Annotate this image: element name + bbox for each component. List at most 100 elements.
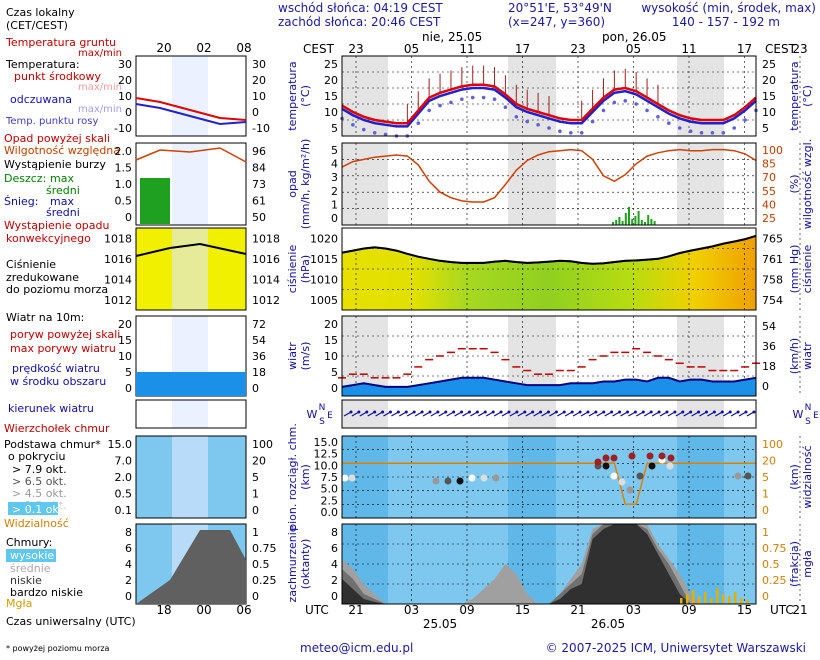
left-panel-border <box>135 435 247 519</box>
left-tick: 6 <box>125 542 132 555</box>
low-label: niskie <box>10 574 42 587</box>
temp-axis-label: (°C) <box>801 85 814 107</box>
high-label: wysokie <box>10 549 54 562</box>
dew-point <box>656 115 660 119</box>
max-min-2: max/min <box>78 104 122 115</box>
prec-tick-label: 1 <box>331 199 338 212</box>
left-hum-line <box>135 147 247 163</box>
cloud-tick-label: 0.0 <box>321 506 339 519</box>
wind-arrow-head <box>697 410 701 414</box>
dew-point <box>732 126 737 130</box>
wind-arrow-head <box>389 410 392 414</box>
okt-5: > 0.1 okt. <box>12 503 67 516</box>
utc-date-1: 25.05 <box>423 617 457 631</box>
dew-point <box>601 108 606 113</box>
gust-above-label: poryw powyżej skali <box>10 328 120 341</box>
wind-arrow-head <box>373 410 377 414</box>
rain-bar <box>615 220 618 225</box>
left-night <box>172 400 208 428</box>
dew-point <box>710 131 715 135</box>
precip-above-label: Opad powyżej skali <box>4 132 110 145</box>
wind-arrow-head <box>468 410 471 414</box>
wind-tick-label: 10 <box>324 350 338 363</box>
left-tick-r: 0 <box>252 590 259 603</box>
press-tick-label: 761 <box>762 253 783 266</box>
snow-mean-label: średni <box>46 206 80 219</box>
coords-text: 20°51'E, 53°49'N <box>508 1 612 15</box>
footnote: * powyżej poziomu morza <box>6 644 110 653</box>
left-tick: 1018 <box>104 232 132 245</box>
dew-point <box>449 100 453 105</box>
left-press-line <box>135 242 247 257</box>
left-tick: 2.0 <box>115 145 133 158</box>
prec-tick-label: 3 <box>331 171 338 184</box>
okt-2: > 6.5 okt. <box>12 475 67 488</box>
left-tick: 1016 <box>104 253 132 266</box>
wind-arrow-head <box>365 410 369 414</box>
left-hour: 20 <box>156 41 171 55</box>
dew-point <box>634 102 638 106</box>
prec-tick-label: 2 <box>331 185 338 198</box>
utc-date-2: 26.05 <box>591 617 625 631</box>
low-cloud-area <box>342 524 756 604</box>
cloud-axis-label: (km) <box>788 464 801 490</box>
cloud-base-dot <box>734 472 742 480</box>
clouds-label: Chmury: <box>6 536 52 549</box>
left-temp-line <box>135 97 247 121</box>
okt-1: > 7.9 okt. <box>12 463 67 476</box>
wind-arrow-head <box>483 410 487 414</box>
temp-tick-label: 15 <box>762 90 776 103</box>
cover-tick-label: 2 <box>331 574 338 587</box>
humidity-line <box>341 148 757 203</box>
conv-label2: konwekcyjnego <box>6 232 91 245</box>
wind-arrow-head <box>539 410 543 414</box>
left-tick-r: 0.5 <box>252 558 270 571</box>
left-hour: 02 <box>196 41 211 55</box>
left-tick: 15.0 <box>108 438 133 451</box>
dew-point <box>547 126 551 130</box>
cover-tick-label: 1 <box>762 526 769 539</box>
left-tick: 8 <box>125 526 132 539</box>
left-tick: 1014 <box>104 273 132 286</box>
left-hour: 08 <box>236 41 251 55</box>
wind-arrow-head <box>610 410 614 414</box>
cloud-top-dot <box>594 458 602 466</box>
cloud-base-dot <box>626 486 634 494</box>
felt-label: odczuwana <box>10 93 72 106</box>
dew-point <box>721 131 726 135</box>
dew-point <box>688 129 693 133</box>
cover-tick-label: 0 <box>331 590 338 603</box>
wind-arrow-head <box>349 410 353 414</box>
wind-tick-label: 20 <box>324 318 338 331</box>
temp-tick-label: 5 <box>762 122 769 135</box>
press-tick-label: 758 <box>762 273 783 286</box>
cest-hour: 11 <box>459 42 474 56</box>
cloud-top-dot <box>610 454 618 462</box>
left-tick: 2 <box>125 574 132 587</box>
footer-copyright: © 2007-2025 ICM, Uniwersytet Warszawski <box>546 641 806 655</box>
wind-arrow-head <box>705 410 708 414</box>
cloud-night-band <box>677 436 724 518</box>
sunrise-text: wschód słońca: 04:19 CEST <box>278 1 443 15</box>
dew-point <box>525 119 530 124</box>
temp-line <box>341 83 757 125</box>
cloud-tick-label: 10.0 <box>314 459 339 472</box>
prec-tick-label: 0 <box>331 212 338 225</box>
cover-tick-label: 6 <box>331 542 338 555</box>
left-tick: 15 <box>118 334 132 347</box>
wind-arrow-head <box>570 410 574 414</box>
cloud-tick-label: 1 <box>762 487 769 500</box>
left-tick-r: 72 <box>252 318 266 331</box>
visibility-label: Widzialność <box>4 517 69 530</box>
rain-mean-label: średni <box>46 184 80 197</box>
dew-point <box>743 118 747 122</box>
wind-arrow-head <box>673 410 677 414</box>
cover-tick-label: 0.5 <box>762 558 780 571</box>
left-tick-r: 1 <box>252 487 259 500</box>
compass-s: S <box>319 417 325 427</box>
dew-point <box>645 108 649 113</box>
footer-email[interactable]: meteo@icm.edu.pl <box>300 641 413 655</box>
rain-bar <box>650 219 653 225</box>
dew-point <box>612 100 617 105</box>
